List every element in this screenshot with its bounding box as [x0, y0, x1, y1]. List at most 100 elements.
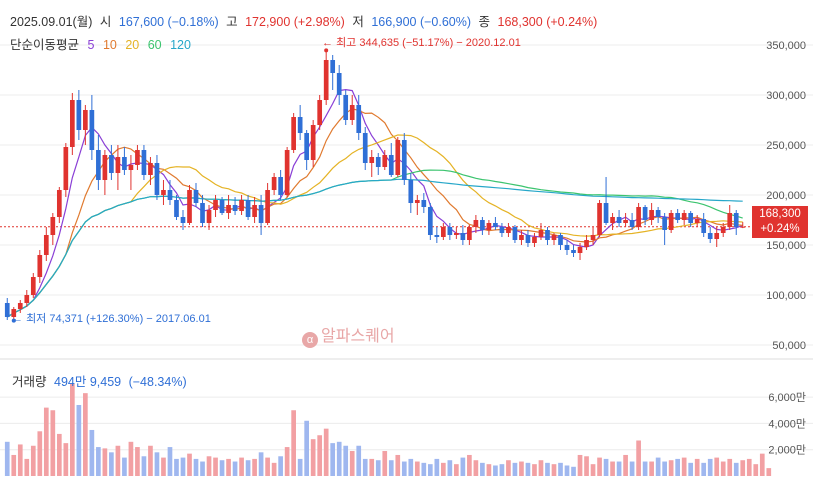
candle-body	[174, 200, 179, 217]
candle-body	[297, 117, 303, 133]
candle-body	[148, 163, 153, 175]
candle-body	[538, 230, 544, 237]
volume-bar	[759, 453, 765, 476]
candle-body	[43, 235, 49, 255]
candle-body	[24, 295, 30, 303]
high-annotation-text: 최고 344,635 (−51.17%) − 2020.12.01	[336, 37, 521, 49]
candle-body	[11, 309, 17, 317]
open-value: 167,600 (−0.18%)	[118, 15, 219, 29]
candle-body	[69, 100, 75, 147]
candle-body	[532, 237, 537, 243]
candle-body	[323, 60, 329, 100]
volume-bar	[629, 461, 635, 476]
ma10-line	[6, 108, 743, 318]
candle-body	[4, 303, 10, 317]
current-price-change: +0.24%	[760, 223, 800, 235]
candle-body	[278, 177, 283, 195]
volume-bar	[30, 445, 36, 476]
candle-body	[122, 157, 127, 170]
candle-body	[317, 100, 323, 125]
candle-body	[30, 277, 36, 295]
candle-body	[519, 235, 524, 240]
high-marker	[324, 48, 329, 53]
ohlc-info: 2025.09.01(월) 시 167,600 (−0.18%) 고 172,9…	[10, 11, 601, 30]
candle-body	[56, 190, 62, 217]
volume-bar	[206, 456, 212, 476]
watermark-text: 알파스퀘어	[321, 328, 395, 345]
ma20-label[interactable]: 20	[125, 38, 140, 52]
volume-bar	[649, 461, 654, 476]
candle-body	[193, 190, 199, 203]
volume-bar	[421, 462, 427, 476]
price-tick-label: 150,000	[766, 240, 806, 252]
candle-body	[349, 105, 355, 120]
volume-bar	[4, 441, 10, 476]
volume-bar	[11, 454, 17, 476]
volume-bar	[694, 458, 700, 476]
candle-body	[733, 213, 739, 228]
ma120-label[interactable]: 120	[170, 38, 191, 52]
volume-bar	[278, 456, 283, 476]
ma60-label[interactable]: 60	[147, 38, 162, 52]
low-value: 166,900 (−0.60%)	[371, 15, 472, 29]
candle-body	[506, 227, 511, 233]
candle-body	[727, 213, 733, 227]
candle-body	[96, 150, 101, 180]
price-tick-label: 50,000	[772, 340, 806, 352]
volume-bar	[486, 464, 492, 476]
candle-body	[265, 190, 270, 223]
volume-bar	[297, 458, 303, 476]
candle-body	[213, 200, 218, 210]
candle-body	[454, 233, 459, 235]
volume-bar	[727, 458, 733, 476]
price-tick-label: 200,000	[766, 190, 806, 202]
volume-bar	[577, 454, 583, 476]
volume-bar	[115, 445, 121, 476]
volume-label: 거래량	[12, 375, 47, 389]
volume-bar	[330, 443, 336, 476]
candle-body	[63, 147, 69, 190]
candle-body	[564, 245, 570, 250]
price-tick-label: 100,000	[766, 290, 806, 302]
ma10-label[interactable]: 10	[102, 38, 117, 52]
volume-bar	[362, 458, 368, 476]
candle-body	[161, 190, 166, 195]
volume-bar	[740, 460, 746, 476]
candle-body	[239, 200, 244, 211]
candle-body	[180, 217, 186, 223]
candle-body	[167, 190, 173, 200]
high-value: 172,900 (+2.98%)	[245, 15, 345, 29]
candle-body	[493, 223, 498, 227]
ma-legend[interactable]: 단순이동평균 5 10 20 60 120	[10, 34, 196, 53]
volume-bar	[193, 458, 199, 476]
candle-body	[89, 110, 95, 150]
candle-body	[447, 227, 453, 235]
candle-body	[590, 235, 596, 240]
candle-body	[629, 220, 635, 227]
candle-body	[467, 227, 472, 240]
candle-body	[408, 180, 414, 203]
low-label: 저	[352, 15, 364, 29]
volume-bar	[148, 445, 153, 476]
volume-bar	[480, 462, 485, 476]
open-label: 시	[99, 15, 112, 29]
volume-bar	[401, 461, 407, 476]
candle-body	[421, 200, 427, 207]
volume-bar	[512, 462, 518, 476]
watermark: α 알파스퀘어	[302, 322, 395, 348]
candle-body	[310, 125, 316, 160]
price-tick-label: 350,000	[766, 40, 806, 52]
alphasquare-logo-icon: α	[302, 332, 318, 348]
volume-bar	[349, 451, 355, 476]
volume-bar	[447, 460, 453, 476]
volume-bar	[167, 447, 173, 476]
candle-body	[369, 157, 375, 163]
low-annotation-text: 최저 74,371 (+126.30%) − 2017.06.01	[26, 313, 211, 325]
ma5-label[interactable]: 5	[87, 38, 95, 52]
volume-bar	[37, 431, 43, 476]
price-axis: 50,000 100,000 150,000 200,000 250,000 300,00…	[766, 40, 806, 352]
volume-bar	[564, 465, 570, 476]
volume-bar	[519, 461, 524, 476]
candle-body	[219, 200, 225, 213]
